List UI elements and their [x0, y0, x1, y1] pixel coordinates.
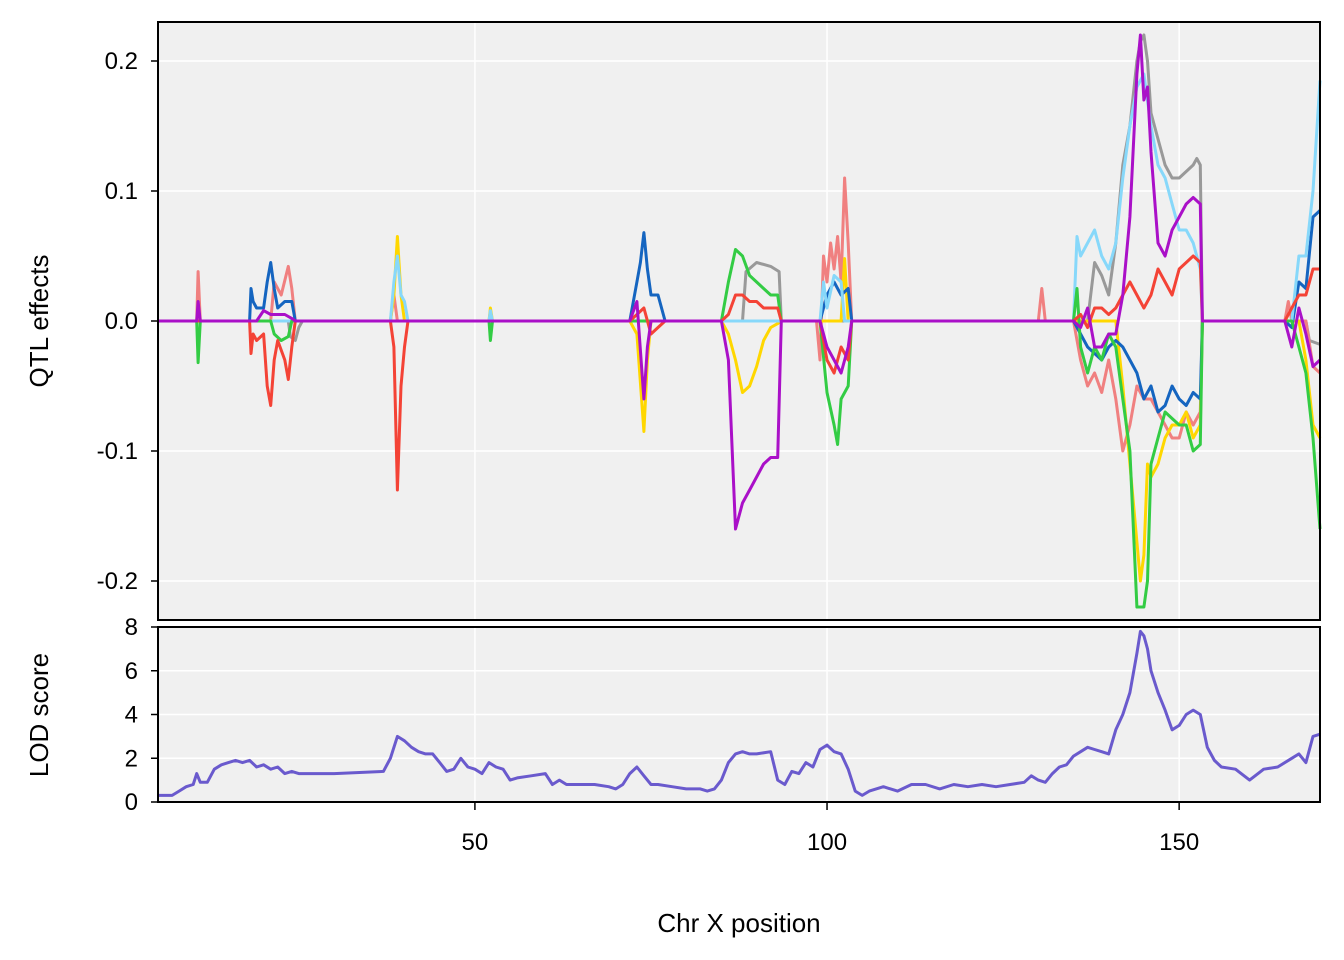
x-tick-label: 50 [462, 829, 489, 856]
x-tick-label: 150 [1159, 829, 1199, 856]
lod-panel: 0 2 4 6 8 50 100 150 LOD score Chr X position [24, 614, 1321, 938]
lod-y-tick-label: 8 [125, 614, 138, 641]
effects-panel: -0.2 -0.1 0.0 0.1 0.2 QTL effects [24, 21, 1322, 621]
effects-y-tick-label: -0.2 [97, 568, 138, 595]
x-tick-label: 100 [807, 829, 847, 856]
x-axis-ticks: 50 100 150 [462, 802, 1199, 856]
lod-y-ticks: 0 2 4 6 8 [125, 614, 158, 816]
effects-y-axis-title: QTL effects [24, 255, 54, 388]
effects-y-tick-label: 0.1 [105, 178, 138, 205]
lod-y-tick-label: 2 [125, 745, 138, 772]
lod-y-tick-label: 0 [125, 789, 138, 816]
lod-y-tick-label: 6 [125, 658, 138, 685]
lod-series-line-0 [158, 629, 1321, 797]
effects-y-ticks: -0.2 -0.1 0.0 0.1 0.2 [97, 48, 158, 595]
effects-lines [158, 33, 1322, 609]
effects-series-line-6 [158, 254, 1320, 492]
effects-y-tick-label: -0.1 [97, 438, 138, 465]
effects-y-tick-label: 0.2 [105, 48, 138, 75]
effects-series-line-7 [158, 33, 1322, 531]
effects-y-tick-label: 0.0 [105, 308, 138, 335]
lod-y-axis-title: LOD score [24, 653, 54, 777]
lod-y-tick-label: 4 [125, 702, 138, 729]
lod-lines [158, 629, 1321, 797]
x-axis-title: Chr X position [657, 908, 820, 938]
